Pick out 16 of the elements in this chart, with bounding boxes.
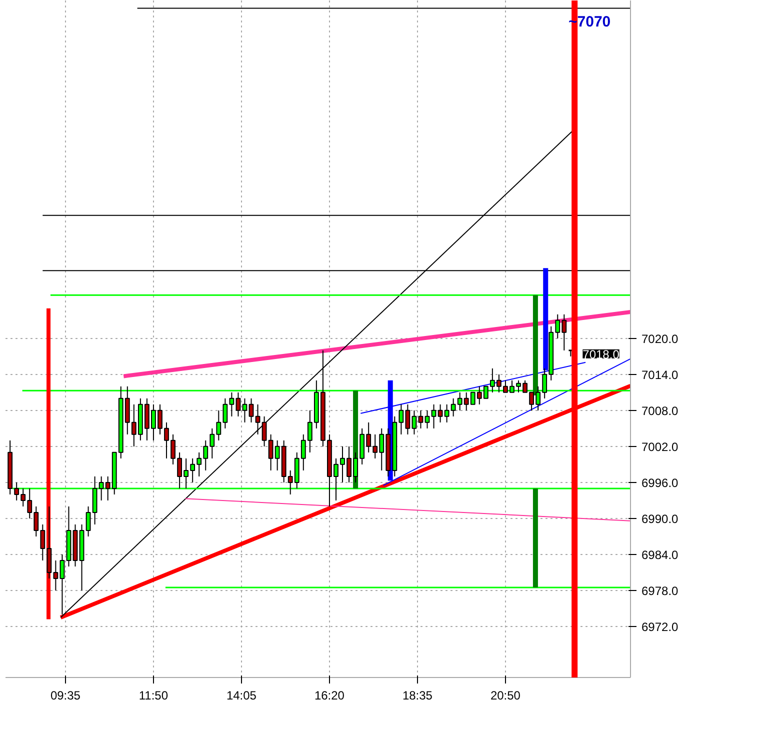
x-tick-label: 11:50 bbox=[138, 688, 168, 702]
y-tick-label: 7014.0 bbox=[642, 368, 679, 382]
y-tick-label: 7008.0 bbox=[642, 404, 679, 418]
y-tick-label: 6978.0 bbox=[642, 584, 679, 598]
y-tick-label: 6996.0 bbox=[642, 476, 679, 490]
x-tick-label: 14:05 bbox=[226, 688, 257, 702]
x-tick-label: 20:50 bbox=[490, 688, 521, 702]
y-tick-label: 6990.0 bbox=[642, 512, 679, 526]
y-tick-label: 6972.0 bbox=[642, 620, 679, 634]
x-tick-label: 09:35 bbox=[50, 688, 81, 702]
y-tick-label: 6984.0 bbox=[642, 548, 679, 562]
x-tick-label: 18:35 bbox=[402, 688, 433, 702]
x-tick-label: 16:20 bbox=[314, 688, 345, 702]
annotation: 7018.0 bbox=[582, 347, 620, 362]
y-tick-label: 7020.0 bbox=[642, 332, 679, 346]
y-tick-label: 7002.0 bbox=[642, 440, 679, 454]
